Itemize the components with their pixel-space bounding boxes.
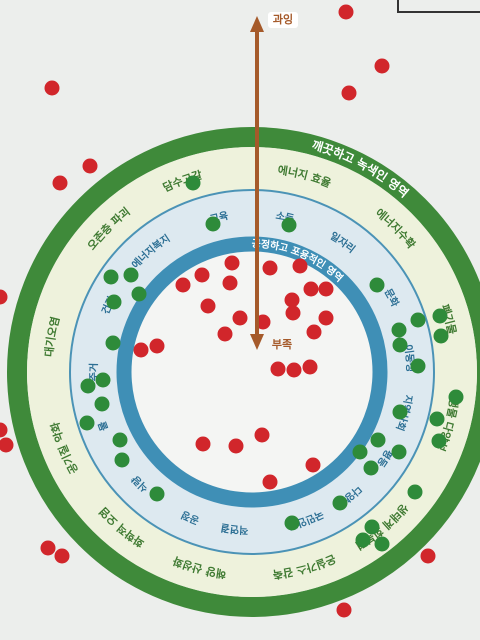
green-dot (106, 294, 122, 310)
red-dot (303, 281, 319, 297)
red-dot (0, 289, 8, 305)
green-dot (410, 358, 426, 374)
green-dot (185, 175, 201, 191)
green-dot (432, 308, 448, 324)
red-dot (0, 422, 8, 438)
green-dot (112, 432, 128, 448)
green-dot (352, 444, 368, 460)
green-dot (205, 216, 221, 232)
red-dot (336, 602, 352, 618)
green-dot (370, 432, 386, 448)
red-dot (285, 305, 301, 321)
green-dot (410, 312, 426, 328)
red-dot (228, 438, 244, 454)
red-dot (54, 548, 70, 564)
green-dot (149, 486, 165, 502)
green-dot (95, 372, 111, 388)
green-dot (80, 378, 96, 394)
green-dot (431, 433, 447, 449)
red-dot (284, 292, 300, 308)
label-box (268, 12, 298, 28)
red-dot (255, 314, 271, 330)
arrow-head-top (250, 16, 264, 32)
red-dot (222, 275, 238, 291)
green-dot (105, 335, 121, 351)
red-dot (305, 457, 321, 473)
green-dot (407, 484, 423, 500)
red-dot (82, 158, 98, 174)
red-dot (40, 540, 56, 556)
green-dot (94, 396, 110, 412)
green-dot (392, 404, 408, 420)
top-label: 과잉 (273, 12, 293, 26)
rings (7, 127, 480, 617)
green-dot (374, 536, 390, 552)
red-dot (52, 175, 68, 191)
red-dot (254, 427, 270, 443)
green-dot (284, 515, 300, 531)
red-dot (224, 255, 240, 271)
red-dot (44, 80, 60, 96)
bottom-label: 부족 (272, 338, 292, 351)
red-dot (292, 258, 308, 274)
arrow: 과잉 부족 (250, 12, 298, 351)
red-dot (420, 548, 436, 564)
red-dot (217, 326, 233, 342)
green-dot (391, 322, 407, 338)
green-dot (103, 269, 119, 285)
green-dot (448, 389, 464, 405)
green-dot (79, 415, 95, 431)
green-dot (281, 217, 297, 233)
red-dot (374, 58, 390, 74)
green-dot (363, 460, 379, 476)
red-dot (195, 436, 211, 452)
red-dot (318, 310, 334, 326)
red-dot (149, 338, 165, 354)
red-dot (200, 298, 216, 314)
green-dot (433, 328, 449, 344)
outer-green-ring (7, 127, 480, 617)
arrow-head-bottom (250, 334, 264, 350)
green-dot (364, 519, 380, 535)
dots (0, 4, 464, 618)
green-dot (123, 267, 139, 283)
social-label-path: 물 (96, 420, 110, 433)
red-dot (302, 359, 318, 375)
red-dot (133, 342, 149, 358)
green-dot (369, 277, 385, 293)
red-dot (175, 277, 191, 293)
green-dot (332, 495, 348, 511)
red-dot (0, 437, 14, 453)
green-dot (392, 337, 408, 353)
red-dot (194, 267, 210, 283)
red-dot (262, 474, 278, 490)
green-dot (131, 286, 147, 302)
frame-corner (397, 0, 480, 13)
red-dot (270, 361, 286, 377)
green-dot (355, 532, 371, 548)
red-dot (262, 260, 278, 276)
red-dot (306, 324, 322, 340)
red-dot (341, 85, 357, 101)
green-dot (114, 452, 130, 468)
red-dot (338, 4, 354, 20)
green-dot (429, 411, 445, 427)
green-dot (391, 444, 407, 460)
red-dot (232, 310, 248, 326)
red-dot (318, 281, 334, 297)
social-label: 물 (96, 420, 110, 433)
blue-ring (116, 236, 388, 508)
red-dot (286, 362, 302, 378)
